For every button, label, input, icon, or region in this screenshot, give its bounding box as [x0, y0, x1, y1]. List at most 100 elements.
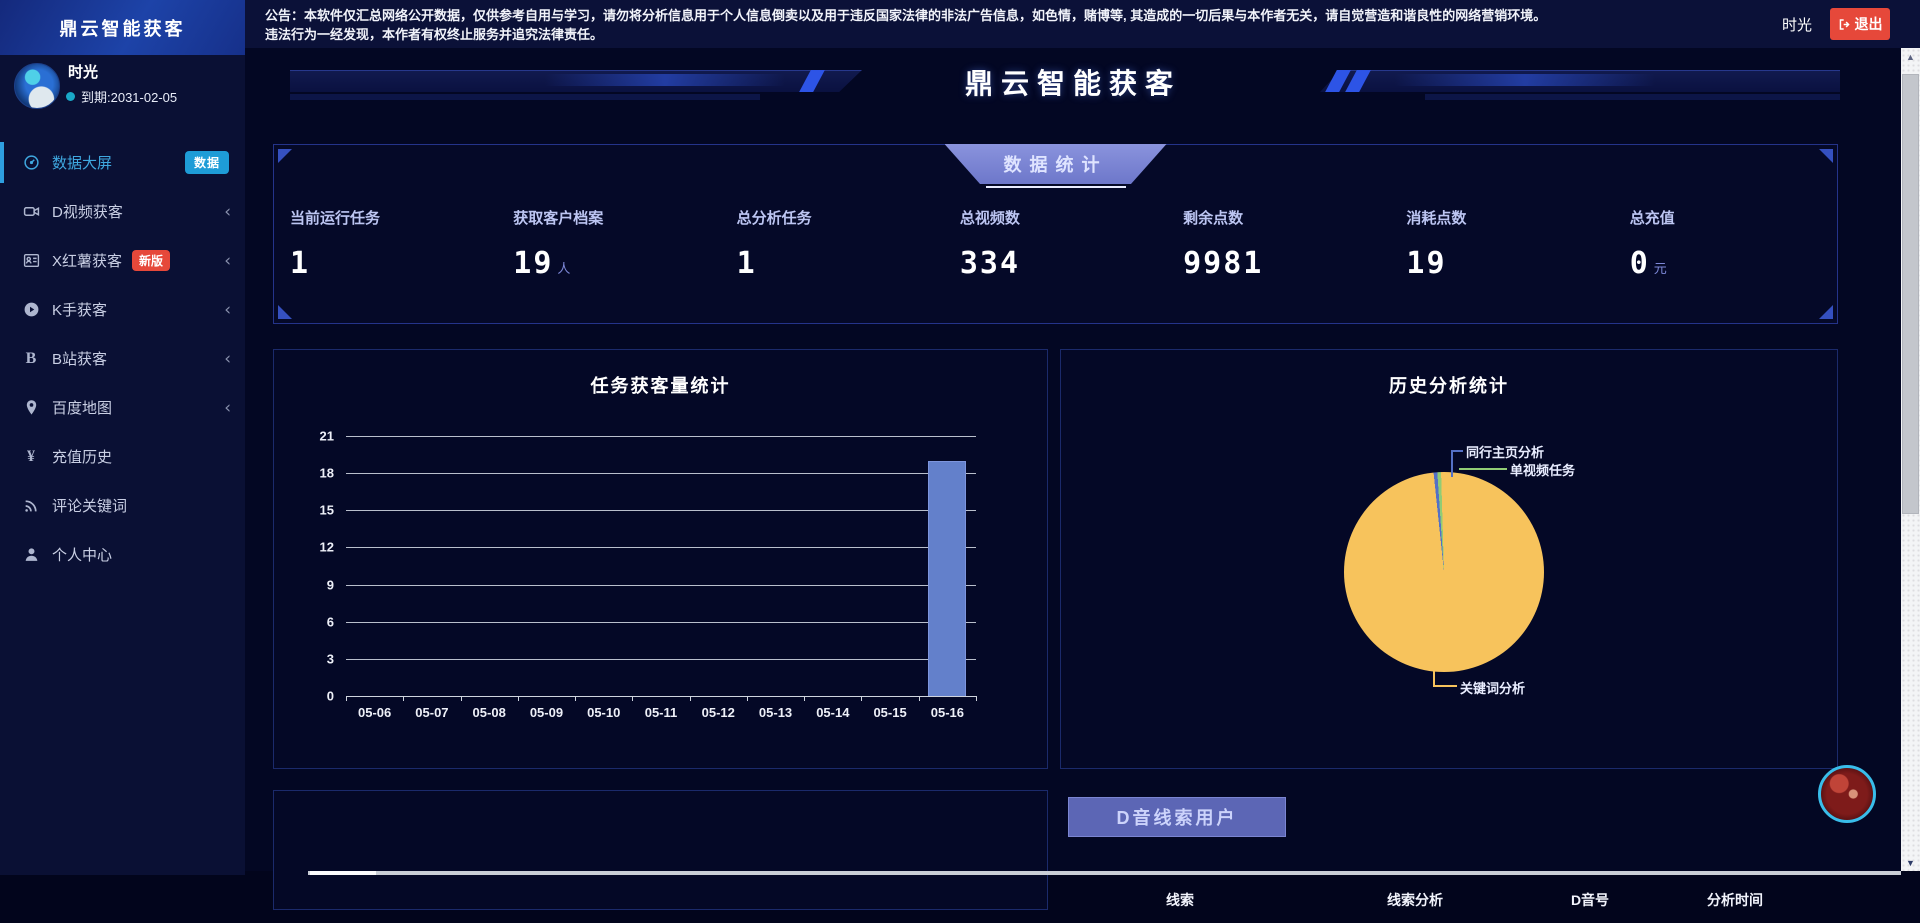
user-expiry: 到期:2031-02-05 [66, 87, 177, 106]
sidebar-item-comment-keywords[interactable]: 评论关键词 [0, 481, 245, 530]
stats-row: 当前运行任务 1 获取客户档案 19 人 总分析任务 1 总视频数 334 剩余点… [274, 207, 1837, 281]
user-icon [22, 546, 40, 564]
pie-label-peer-homepage: 同行主页分析 [1466, 445, 1545, 460]
column-header-lead-analysis: 线索分析 [1387, 892, 1443, 908]
stat-running-tasks: 当前运行任务 1 [290, 210, 381, 281]
x-axis-tick [689, 696, 691, 701]
status-dot-icon [66, 92, 75, 101]
sidebar-item-personal-center[interactable]: 个人中心 [0, 530, 245, 579]
horizontal-scrollbar[interactable] [308, 871, 1901, 875]
gridline [346, 436, 976, 437]
rss-icon [22, 497, 40, 515]
main-content: 鼎云智能获客 数据统计 当前运行任务 1 获取客户档案 19 人 总分析任务 1 … [245, 48, 1901, 910]
column-header-douyin-id: D音号 [1570, 892, 1610, 908]
floating-service-button[interactable] [1818, 765, 1876, 823]
chevron-left-icon: ‹ [224, 397, 231, 418]
sidebar-item-data-screen[interactable]: 数据大屏 数据 [0, 138, 245, 187]
pie-chart [1344, 472, 1544, 672]
sidebar-item-b-site[interactable]: B B站获客 ‹ [0, 334, 245, 383]
logout-button[interactable]: 退出 [1830, 8, 1890, 40]
gridline [346, 510, 976, 512]
sidebar-item-label: B站获客 [52, 351, 108, 368]
x-axis-tick [632, 696, 634, 701]
user-name: 时光 [68, 64, 99, 81]
stats-panel: 数据统计 当前运行任务 1 获取客户档案 19 人 总分析任务 1 总视频数 33… [273, 144, 1838, 324]
avatar [14, 63, 60, 109]
horizontal-scrollbar-thumb[interactable] [310, 871, 376, 875]
sidebar-item-baidu-map[interactable]: 百度地图 ‹ [0, 383, 245, 432]
x-axis-tick [575, 696, 577, 701]
scroll-down-arrow-icon[interactable]: ▼ [1906, 857, 1915, 868]
x-axis-tick-label: 05-09 [529, 705, 564, 720]
chevron-left-icon: ‹ [224, 348, 231, 369]
y-axis-tick-label: 15 [319, 502, 334, 518]
x-axis-tick-label: 05-10 [587, 705, 621, 720]
sidebar-item-d-video[interactable]: D视频获客 ‹ [0, 187, 245, 236]
sidebar-item-recharge-history[interactable]: ¥ 充值历史 [0, 432, 245, 481]
vertical-scrollbar-thumb[interactable] [1902, 74, 1919, 514]
chevron-left-icon: ‹ [224, 299, 231, 320]
x-axis-tick-label: 05-14 [816, 705, 850, 720]
sidebar-item-label: 百度地图 [52, 400, 113, 417]
sidebar-item-k-shou[interactable]: K手获客 ‹ [0, 285, 245, 334]
chevron-left-icon: ‹ [224, 250, 231, 271]
user-block: 时光 到期:2031-02-05 [0, 55, 245, 125]
x-axis-tick-label: 05-12 [701, 705, 735, 720]
bottom-left-panel [273, 790, 1048, 910]
x-axis-tick [861, 696, 863, 701]
sidebar-item-label: 评论关键词 [52, 498, 128, 515]
sidebar-item-label: X红薯获客 [52, 253, 123, 270]
bilibili-icon: B [25, 349, 37, 367]
x-axis-tick [460, 696, 462, 701]
gridline [346, 621, 976, 623]
stat-customer-profiles: 获取客户档案 19 人 [513, 210, 604, 281]
pie-chart-title: 历史分析统计 [1389, 376, 1509, 396]
leads-header: D音线索用户 [1068, 797, 1286, 837]
play-circle-icon [22, 301, 40, 319]
x-axis-tick-label: 05-16 [930, 705, 964, 720]
bar-chart-title: 任务获客量统计 [590, 376, 731, 396]
sidebar-item-label: K手获客 [52, 302, 108, 319]
sidebar-item-label: 数据大屏 [52, 155, 113, 172]
y-axis-tick-label: 3 [326, 651, 334, 667]
x-axis-tick [517, 696, 519, 701]
y-axis-tick-label: 9 [326, 577, 334, 593]
stat-total-videos: 总视频数 334 [959, 210, 1021, 281]
stat-remaining-points: 剩余点数 9981 [1183, 210, 1264, 281]
sidebar-item-x-hongshu[interactable]: X红薯获客 新版 ‹ [0, 236, 245, 285]
x-axis-tick [976, 696, 977, 701]
scroll-up-arrow-icon[interactable]: ▲ [1906, 51, 1915, 62]
x-axis-tick [346, 696, 347, 701]
pie-label-single-video: 单视频任务 [1510, 463, 1576, 478]
y-axis-tick-label: 6 [326, 614, 334, 630]
topbar-username: 时光 [1781, 17, 1812, 34]
user-expiry-text: 到期:2031-02-05 [81, 90, 178, 105]
x-axis-tick-label: 05-13 [758, 705, 793, 720]
sidebar-item-label: 个人中心 [52, 547, 113, 564]
yen-icon: ¥ [27, 447, 35, 465]
sidebar-item-label: D视频获客 [52, 204, 123, 221]
x-axis-tick [403, 696, 405, 701]
pie-chart-panel: 历史分析统计 同行主页分析 单视频任务 关键词分析 [1060, 349, 1838, 769]
x-axis-tick-label: 05-08 [472, 705, 506, 720]
page-title: 鼎云智能获客 [964, 68, 1181, 99]
stats-panel-header: 数据统计 [944, 144, 1167, 184]
stat-total-analysis-tasks: 总分析任务 1 [736, 210, 812, 281]
gridline [346, 584, 976, 586]
sidebar-item-label: 充值历史 [52, 449, 113, 466]
stat-consumed-points: 消耗点数 19 [1406, 210, 1467, 281]
vertical-scrollbar[interactable]: ▲ ▼ [1901, 48, 1920, 871]
video-icon [22, 203, 40, 221]
page-banner: 鼎云智能获客 [245, 48, 1901, 144]
y-axis-tick-label: 0 [326, 688, 334, 704]
notice-bar: 公告：本软件仅汇总网络公开数据，仅供参考自用与学习，请勿将分析信息用于个人信息倒… [245, 0, 1920, 48]
app-logo: 鼎云智能获客 [0, 0, 245, 55]
x-axis-tick [918, 696, 920, 701]
leads-table-header-row: 线索 线索分析 D音号 分析时间 [1060, 890, 1838, 910]
y-axis-tick-label: 18 [319, 465, 334, 481]
gridline [346, 473, 976, 475]
sidebar: 鼎云智能获客 时光 到期:2031-02-05 数据大屏 数据 D视频获客 ‹ [0, 0, 245, 875]
logout-label: 退出 [1854, 16, 1883, 32]
contact-card-icon [22, 252, 40, 270]
notice-line-2: 违法行为一经发现，本作者有权终止服务并追究法律责任。 [265, 27, 604, 42]
